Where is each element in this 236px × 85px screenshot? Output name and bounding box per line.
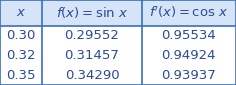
Text: 0.35: 0.35: [6, 69, 36, 82]
Text: 0.93937: 0.93937: [161, 69, 216, 82]
Text: $\mathit{f}^{\prime}(\mathit{x}) = \cos\,\mathit{x}$: $\mathit{f}^{\prime}(\mathit{x}) = \cos\…: [149, 5, 229, 20]
Text: 0.30: 0.30: [7, 29, 36, 42]
Text: $\mathit{f}(\mathit{x}) = \sin\,\mathit{x}$: $\mathit{f}(\mathit{x}) = \sin\,\mathit{…: [56, 5, 128, 20]
Text: 0.94924: 0.94924: [162, 49, 216, 62]
Text: 0.34290: 0.34290: [65, 69, 119, 82]
Text: 0.29552: 0.29552: [65, 29, 119, 42]
Text: 0.95534: 0.95534: [161, 29, 216, 42]
Text: 0.31457: 0.31457: [65, 49, 119, 62]
Text: $\mathit{x}$: $\mathit{x}$: [16, 6, 26, 19]
Text: 0.32: 0.32: [6, 49, 36, 62]
